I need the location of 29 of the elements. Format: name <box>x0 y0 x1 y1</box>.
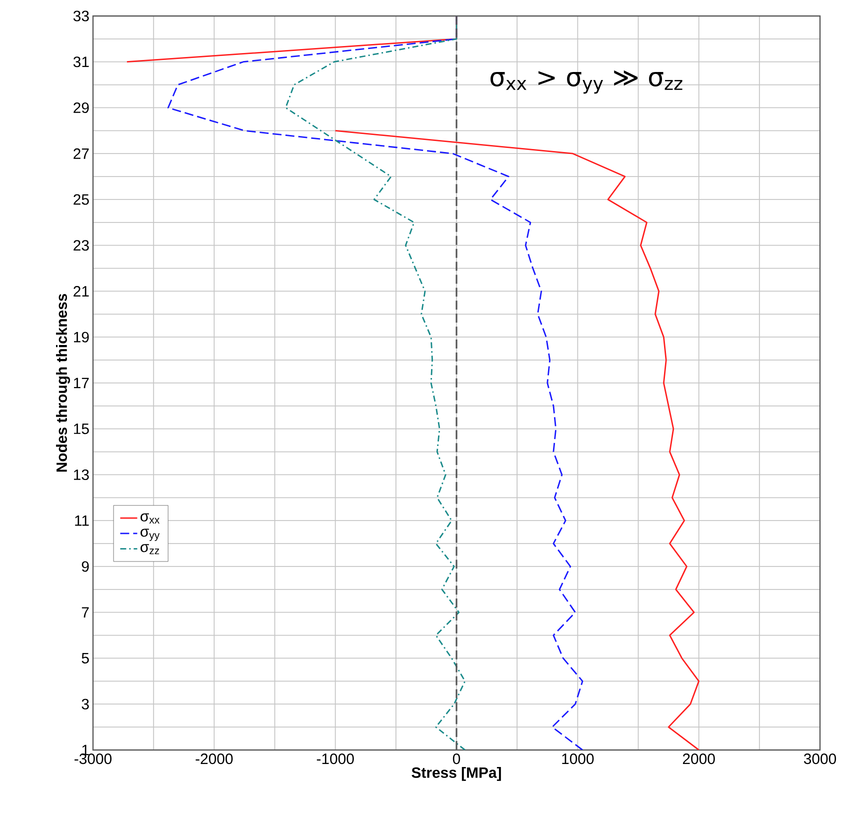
y-tick-label: 13 <box>74 469 89 480</box>
x-tick-label: -1000 <box>316 754 354 764</box>
x-axis-title: Stress [MPa] <box>412 766 501 781</box>
y-tick-label: 25 <box>74 194 89 205</box>
y-tick-label: 3 <box>82 698 89 710</box>
x-tick-label: -3000 <box>74 754 112 764</box>
y-tick-label: 7 <box>82 607 89 618</box>
y-tick-label: 9 <box>82 561 89 572</box>
x-tick-label: -2000 <box>196 754 233 764</box>
x-tick-label: 3000 <box>804 754 836 764</box>
y-tick-label: 19 <box>74 332 89 342</box>
annotation: σ$_{xx}$ > σ$_{yy}$ ≫ σ$_{zz}$ <box>490 70 682 94</box>
y-tick-label: 5 <box>82 653 89 664</box>
y-tick-label: 31 <box>73 56 89 68</box>
y-tick-label: 15 <box>74 424 89 434</box>
legend-label: σ$_{xx}$ <box>140 513 160 524</box>
legend-label: σ$_{zz}$ <box>140 544 160 554</box>
y-tick-label: 27 <box>74 148 89 159</box>
y-tick-label: 23 <box>74 240 89 251</box>
y-tick-label: 33 <box>73 10 89 22</box>
x-tick-label: 2000 <box>682 754 715 764</box>
y-tick-label: 11 <box>75 515 89 526</box>
y-tick-label: 21 <box>74 286 89 296</box>
y-tick-label: 17 <box>74 378 89 388</box>
y-axis-title: Nodes through thickness <box>56 294 70 472</box>
x-tick-label: 0 <box>452 754 460 764</box>
y-tick-label: 29 <box>74 102 89 114</box>
legend-label: σ$_{yy}$ <box>140 528 160 541</box>
x-tick-label: 1000 <box>562 754 594 764</box>
